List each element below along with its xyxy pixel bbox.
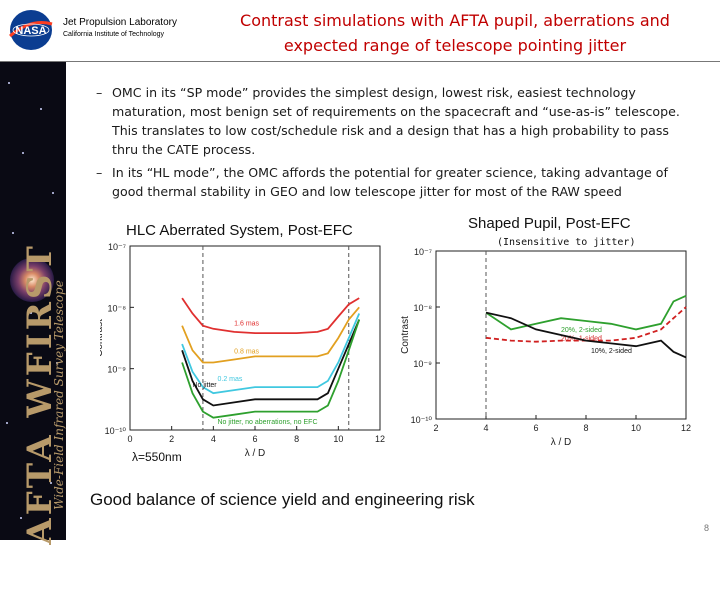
slide-title: Contrast simulations with AFTA pupil, ab…: [205, 8, 705, 58]
x-tick-label: 8: [583, 423, 588, 433]
series-line: [181, 319, 361, 407]
x-tick-label: 10: [631, 423, 641, 433]
series-line: [181, 319, 361, 419]
bullet-line: good thermal stability in GEO and low te…: [112, 184, 622, 199]
slide-title-line-2: expected range of telescope pointing jit…: [283, 36, 627, 55]
x-tick-label: 4: [211, 434, 216, 444]
y-axis-label: Contrast: [400, 316, 411, 354]
galaxy-image: [10, 258, 54, 302]
y-axis-label: Contrast: [100, 319, 105, 357]
x-tick-label: 2: [433, 423, 438, 433]
sidebar-vertical-subtitle: Wide-Field Infrared Survey Telescope: [52, 280, 66, 510]
series-line: [181, 297, 360, 334]
series-label: 10%, 2-sided: [591, 348, 632, 355]
y-tick-label: 10⁻⁹: [413, 359, 432, 369]
bullet-dash: –: [96, 165, 103, 180]
chart-right-note: (Insensitive to jitter): [497, 237, 636, 248]
y-tick-label: 10⁻⁸: [107, 303, 126, 313]
plot-frame: [435, 250, 687, 420]
org-name: Jet Propulsion Laboratory: [63, 17, 177, 28]
y-tick-label: 10⁻⁹: [107, 365, 126, 375]
plot-frame: [129, 245, 381, 431]
bullet-dash: –: [96, 85, 103, 100]
nasa-logo: NASA: [9, 10, 53, 50]
bullet-line: This translates to low cost/schedule ris…: [112, 123, 669, 138]
bullet-sp-mode: OMC in its “SP mode” provides the simple…: [112, 83, 702, 159]
slide-title-line-1: Contrast simulations with AFTA pupil, ab…: [240, 11, 670, 30]
bullet-line: OMC in its “SP mode” provides the simple…: [112, 85, 636, 100]
bullet-line: maturation, most benign set of requireme…: [112, 104, 680, 119]
wavelength-note: λ=550nm: [132, 450, 182, 464]
series-line: [181, 306, 360, 364]
footer-statement: Good balance of science yield and engine…: [90, 490, 475, 509]
bullet-hl-mode: In its “HL mode”, the OMC affords the po…: [112, 163, 702, 201]
bullet-line: In its “HL mode”, the OMC affords the po…: [112, 165, 668, 180]
series-label: No jitter, no aberrations, no EFC: [218, 419, 318, 426]
x-tick-label: 12: [681, 423, 691, 433]
x-axis-label: λ / D: [551, 437, 572, 448]
bullet-line: thru the CATE process.: [112, 142, 256, 157]
hlc-contrast-chart: 10⁻⁷ 10⁻⁸ 10⁻⁹ 10⁻¹⁰0 2 4 6 8 10 12 λ / D Contrast 1…: [100, 242, 385, 459]
x-axis-label: λ / D: [245, 448, 266, 459]
page-number: 8: [704, 523, 710, 533]
x-tick-label: 0: [127, 434, 132, 444]
chart-right-title: Shaped Pupil, Post-EFC: [468, 215, 631, 232]
shaped-pupil-contrast-chart: 10⁻⁷ 10⁻⁸ 10⁻⁹ 10⁻¹⁰2 4 6 8 10 12 λ / D Contrast 20…: [400, 247, 691, 448]
nasa-logo-text: NASA: [15, 25, 46, 37]
x-tick-label: 10: [333, 434, 343, 444]
series-label: 0.8 mas: [234, 348, 259, 355]
y-tick-label: 10⁻⁸: [413, 303, 432, 313]
header-divider: [0, 61, 720, 62]
series-line: [485, 311, 687, 359]
y-tick-label: 10⁻⁷: [414, 247, 432, 257]
series-line: [485, 306, 687, 343]
series-label: 20%, 2-sided: [561, 327, 602, 334]
chart-left-title: HLC Aberrated System, Post-EFC: [126, 222, 353, 239]
series-line: [485, 294, 687, 331]
x-tick-label: 6: [533, 423, 538, 433]
x-tick-label: 12: [375, 434, 385, 444]
x-tick-label: 8: [294, 434, 299, 444]
series-label: No jitter: [193, 382, 218, 389]
series-label: 0.2 mas: [218, 376, 243, 383]
org-subtitle: California Institute of Technology: [63, 31, 165, 38]
x-tick-label: 4: [483, 423, 488, 433]
y-tick-label: 10⁻¹⁰: [105, 426, 127, 436]
x-tick-label: 6: [252, 434, 257, 444]
y-tick-label: 10⁻⁷: [108, 242, 126, 252]
series-label: 1.6 mas: [234, 321, 259, 328]
series-line: [181, 313, 361, 395]
y-tick-label: 10⁻¹⁰: [411, 415, 433, 425]
x-tick-label: 2: [169, 434, 174, 444]
